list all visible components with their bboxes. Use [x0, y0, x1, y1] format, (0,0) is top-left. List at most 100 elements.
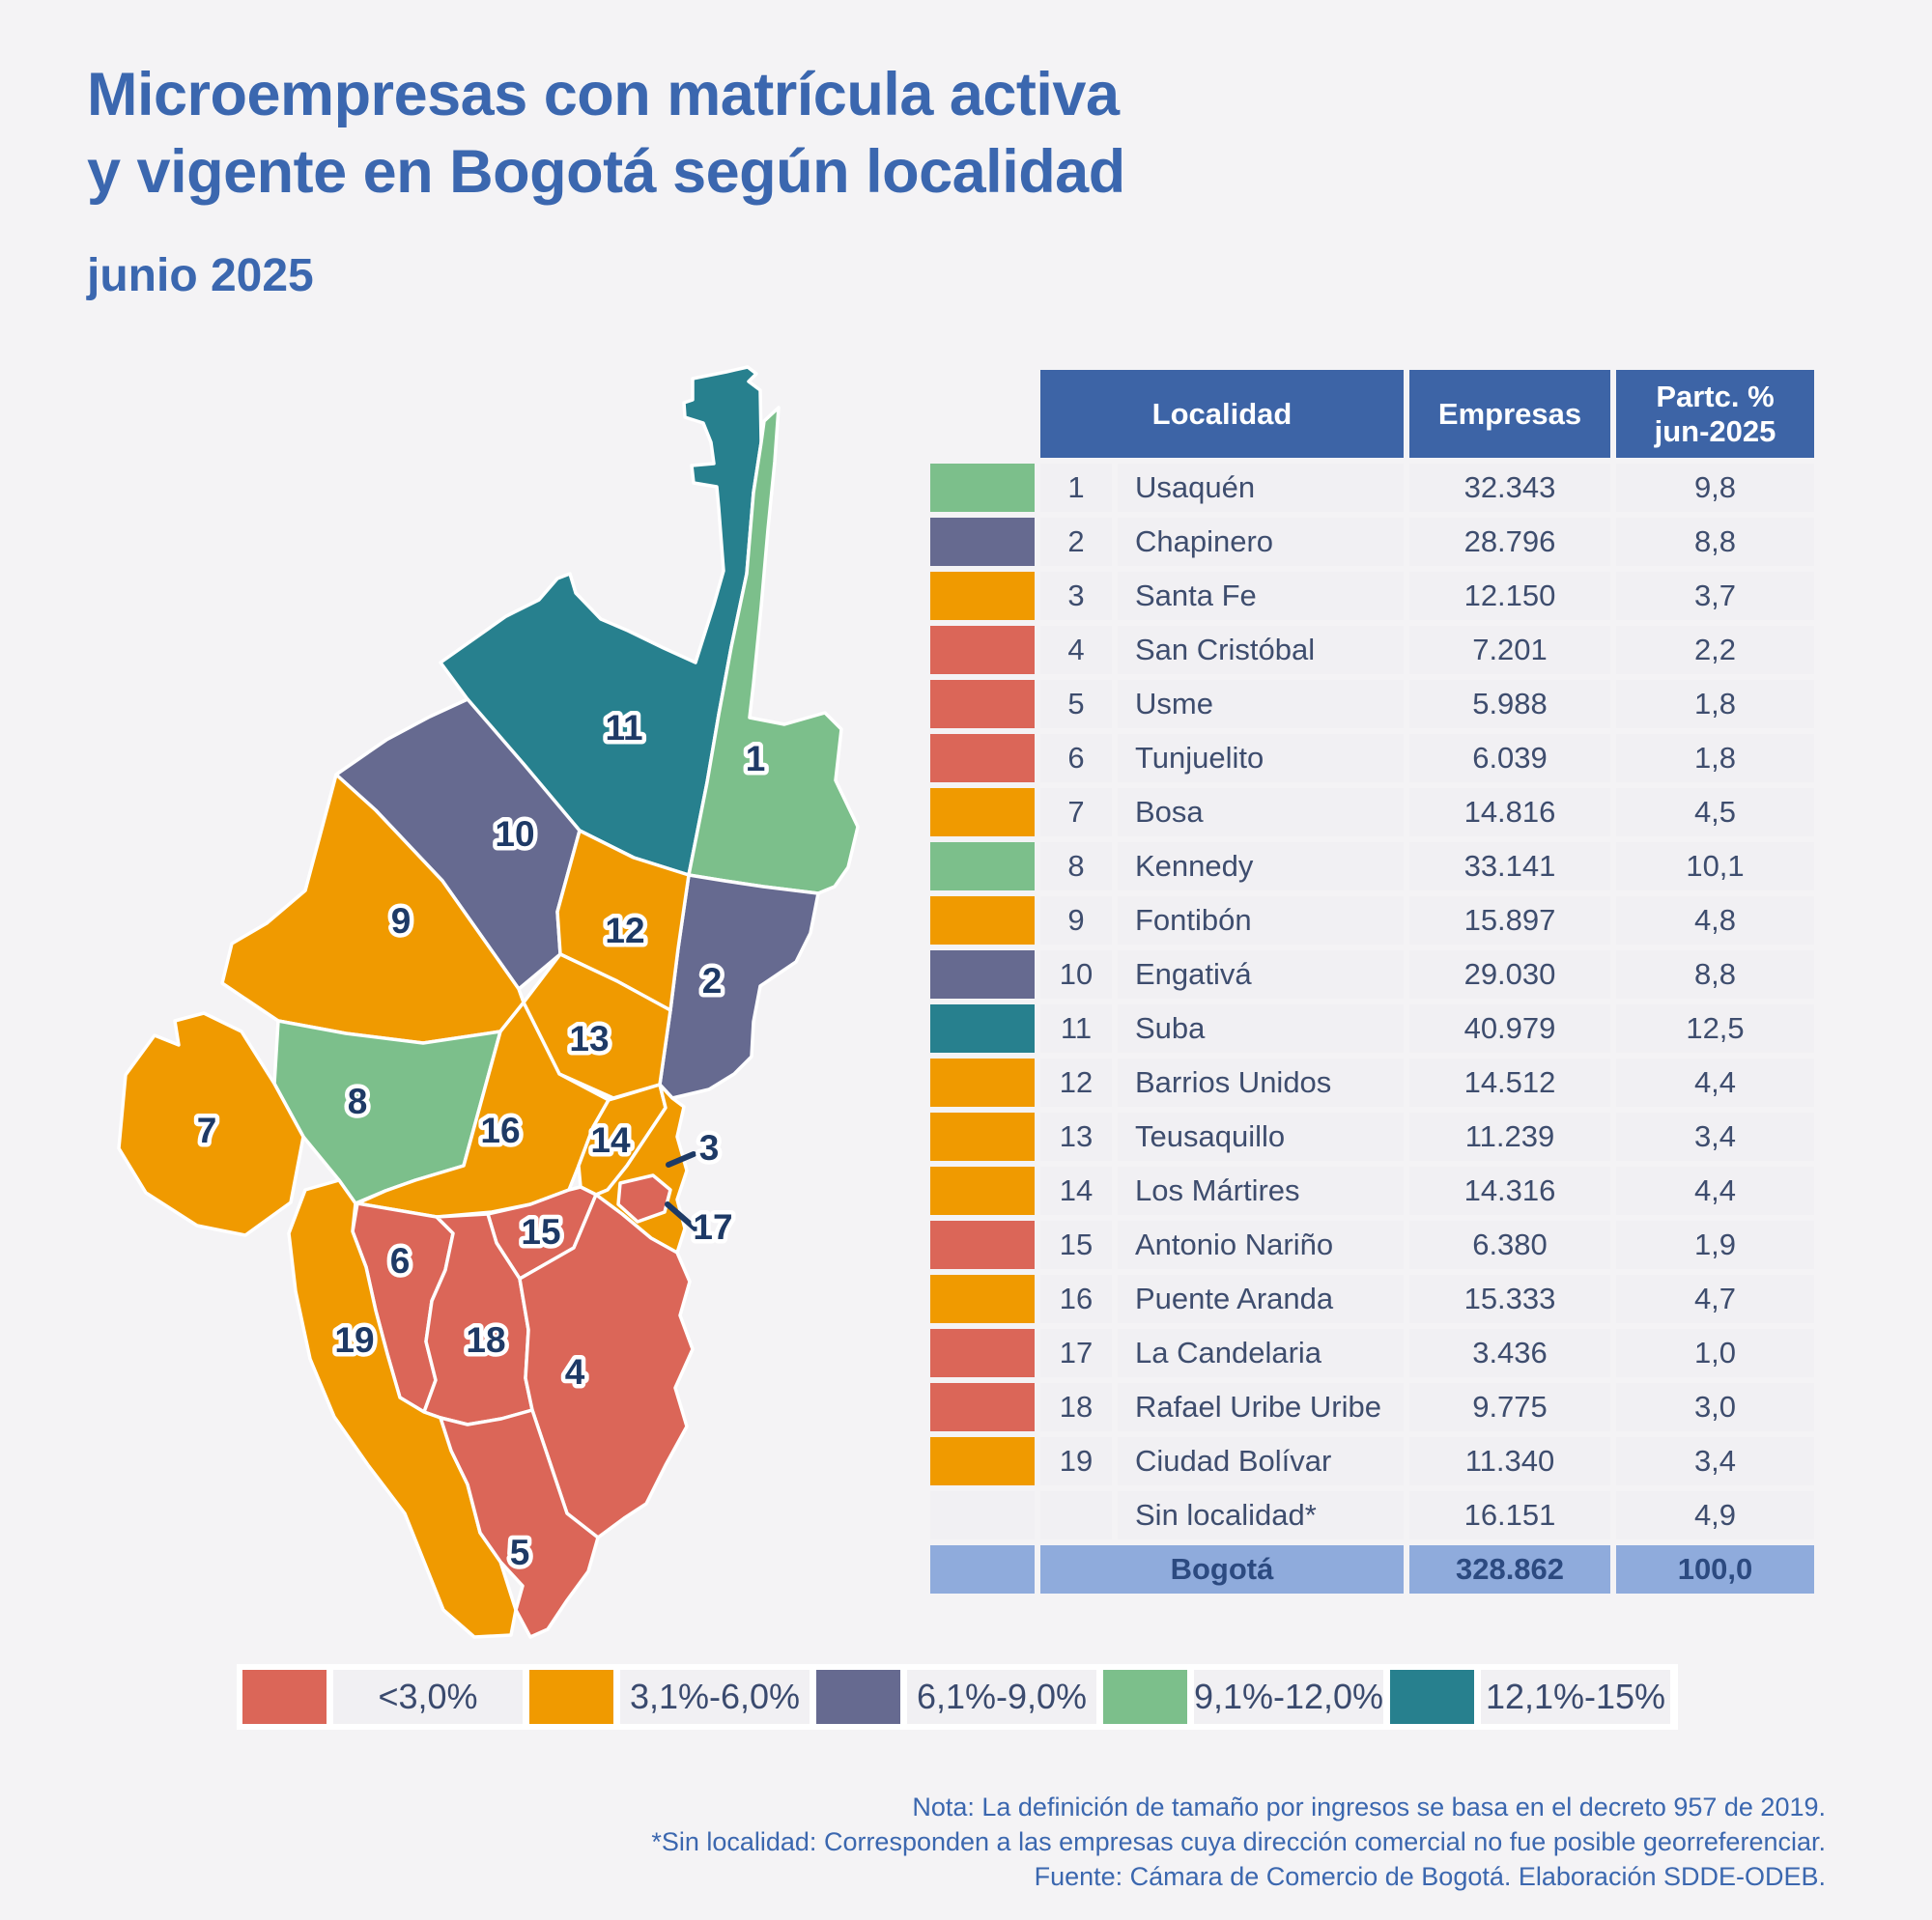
map-region-label-15: 15: [521, 1212, 560, 1252]
row-partc-value: 1,0: [1616, 1329, 1814, 1377]
map-region-17: [616, 1173, 672, 1224]
legend-range-label: 3,1%-6,0%: [620, 1670, 810, 1724]
map-region-label-16: 16: [480, 1111, 520, 1150]
map-region-19: [287, 1178, 518, 1639]
row-locality-name: Rafael Uribe Uribe: [1118, 1383, 1404, 1431]
row-partc-value: 3,7: [1616, 572, 1814, 620]
row-partc-value: 4,8: [1616, 896, 1814, 945]
table-row: 16 Puente Aranda 15.333 4,7: [930, 1275, 1814, 1323]
total-name-cell: Bogotá: [1040, 1545, 1404, 1594]
row-empresas-value: 7.201: [1409, 626, 1610, 674]
row-number: 1: [1040, 464, 1112, 512]
table-row: 10 Engativá 29.030 8,8: [930, 950, 1814, 999]
row-color-swatch: [930, 1167, 1035, 1215]
row-empresas-value: 5.988: [1409, 680, 1610, 728]
column-header-partc-line1: Partc. %: [1656, 379, 1775, 413]
legend-item: 9,1%-12,0%: [1103, 1670, 1383, 1724]
row-partc-value: 9,8: [1616, 464, 1814, 512]
map-callout-label-17: 17: [693, 1207, 732, 1247]
footer-notes: Nota: La definición de tamaño por ingres…: [473, 1790, 1826, 1894]
row-color-swatch: [930, 572, 1035, 620]
row-color-swatch: [930, 842, 1035, 890]
column-header-partc-line2: jun-2025: [1654, 413, 1776, 448]
table-row: Sin localidad* 16.151 4,9: [930, 1491, 1814, 1539]
row-color-swatch: [930, 896, 1035, 945]
row-empresas-value: 33.141: [1409, 842, 1610, 890]
map-region-label-6: 6: [390, 1241, 411, 1281]
row-color-swatch: [930, 1004, 1035, 1053]
row-partc-value: 3,0: [1616, 1383, 1814, 1431]
legend-item: <3,0%: [242, 1670, 523, 1724]
row-locality-name: Usme: [1118, 680, 1404, 728]
row-empresas-value: 16.151: [1409, 1491, 1610, 1539]
row-color-swatch: [930, 788, 1035, 836]
row-locality-name: La Candelaria: [1118, 1329, 1404, 1377]
row-empresas-value: 32.343: [1409, 464, 1610, 512]
row-partc-value: 2,2: [1616, 626, 1814, 674]
map-callout-line-17: [665, 1201, 700, 1233]
table-row: 1 Usaquén 32.343 9,8: [930, 464, 1814, 512]
map-region-label-5: 5: [510, 1533, 530, 1572]
row-empresas-value: 29.030: [1409, 950, 1610, 999]
row-locality-name: Fontibón: [1118, 896, 1404, 945]
row-empresas-value: 14.816: [1409, 788, 1610, 836]
page-title-line2: y vigente en Bogotá según localidad: [87, 138, 1125, 206]
row-partc-value: 3,4: [1616, 1437, 1814, 1485]
row-locality-name: Antonio Nariño: [1118, 1221, 1404, 1269]
table-row: 4 San Cristóbal 7.201 2,2: [930, 626, 1814, 674]
legend-color-box: [1103, 1670, 1187, 1724]
table-row: 8 Kennedy 33.141 10,1: [930, 842, 1814, 890]
row-partc-value: 12,5: [1616, 1004, 1814, 1053]
map-region-7: [117, 1011, 305, 1237]
table-row: 13 Teusaquillo 11.239 3,4: [930, 1113, 1814, 1161]
map-region-label-4: 4: [565, 1352, 585, 1392]
row-partc-value: 1,8: [1616, 734, 1814, 782]
table-row: 14 Los Mártires 14.316 4,4: [930, 1167, 1814, 1215]
map-region-1: [687, 406, 860, 895]
row-color-swatch: [930, 734, 1035, 782]
row-locality-name: Usaquén: [1118, 464, 1404, 512]
table-total-row: Bogotá 328.862 100,0: [930, 1545, 1814, 1594]
table-row: 7 Bosa 14.816 4,5: [930, 788, 1814, 836]
map-region-label-18: 18: [466, 1320, 505, 1360]
row-number: 9: [1040, 896, 1112, 945]
legend-color-box: [816, 1670, 900, 1724]
row-locality-name: Tunjuelito: [1118, 734, 1404, 782]
row-color-swatch: [930, 950, 1035, 999]
total-empresas-cell: 328.862: [1409, 1545, 1610, 1594]
legend-range-label: 6,1%-9,0%: [907, 1670, 1096, 1724]
row-locality-name: Santa Fe: [1118, 572, 1404, 620]
row-partc-value: 8,8: [1616, 950, 1814, 999]
row-color-swatch: [930, 680, 1035, 728]
table-row: 9 Fontibón 15.897 4,8: [930, 896, 1814, 945]
map-region-label-9: 9: [391, 901, 412, 941]
row-partc-value: 10,1: [1616, 842, 1814, 890]
row-color-swatch: [930, 1329, 1035, 1377]
row-partc-value: 1,9: [1616, 1221, 1814, 1269]
row-number: 2: [1040, 518, 1112, 566]
row-empresas-value: 12.150: [1409, 572, 1610, 620]
table-row: 3 Santa Fe 12.150 3,7: [930, 572, 1814, 620]
table-row: 19 Ciudad Bolívar 11.340 3,4: [930, 1437, 1814, 1485]
row-locality-name: Los Mártires: [1118, 1167, 1404, 1215]
legend-item: 12,1%-15%: [1390, 1670, 1670, 1724]
row-number: 16: [1040, 1275, 1112, 1323]
row-locality-name: Kennedy: [1118, 842, 1404, 890]
row-number: 11: [1040, 1004, 1112, 1053]
color-scale-legend: <3,0% 3,1%-6,0% 6,1%-9,0% 9,1%-12,0% 12,1%-1…: [237, 1664, 1678, 1730]
row-partc-value: 1,8: [1616, 680, 1814, 728]
row-empresas-value: 6.039: [1409, 734, 1610, 782]
row-empresas-value: 15.897: [1409, 896, 1610, 945]
row-empresas-value: 14.512: [1409, 1059, 1610, 1107]
map-callout-label-3: 3: [699, 1128, 720, 1168]
row-number: 19: [1040, 1437, 1112, 1485]
footer-note-1: Nota: La definición de tamaño por ingres…: [912, 1793, 1826, 1821]
row-empresas-value: 6.380: [1409, 1221, 1610, 1269]
bogota-choropleth-map: 11 1 2 10 9 12 13 8 7 16 14 15 6 18 4 19 5 3 17: [87, 365, 869, 1650]
table-row: 6 Tunjuelito 6.039 1,8: [930, 734, 1814, 782]
row-empresas-value: 9.775: [1409, 1383, 1610, 1431]
legend-color-box: [1390, 1670, 1474, 1724]
row-locality-name: Teusaquillo: [1118, 1113, 1404, 1161]
table-body: 1 Usaquén 32.343 9,8 2 Chapinero 28.796 8,8 3 San…: [930, 464, 1814, 1539]
